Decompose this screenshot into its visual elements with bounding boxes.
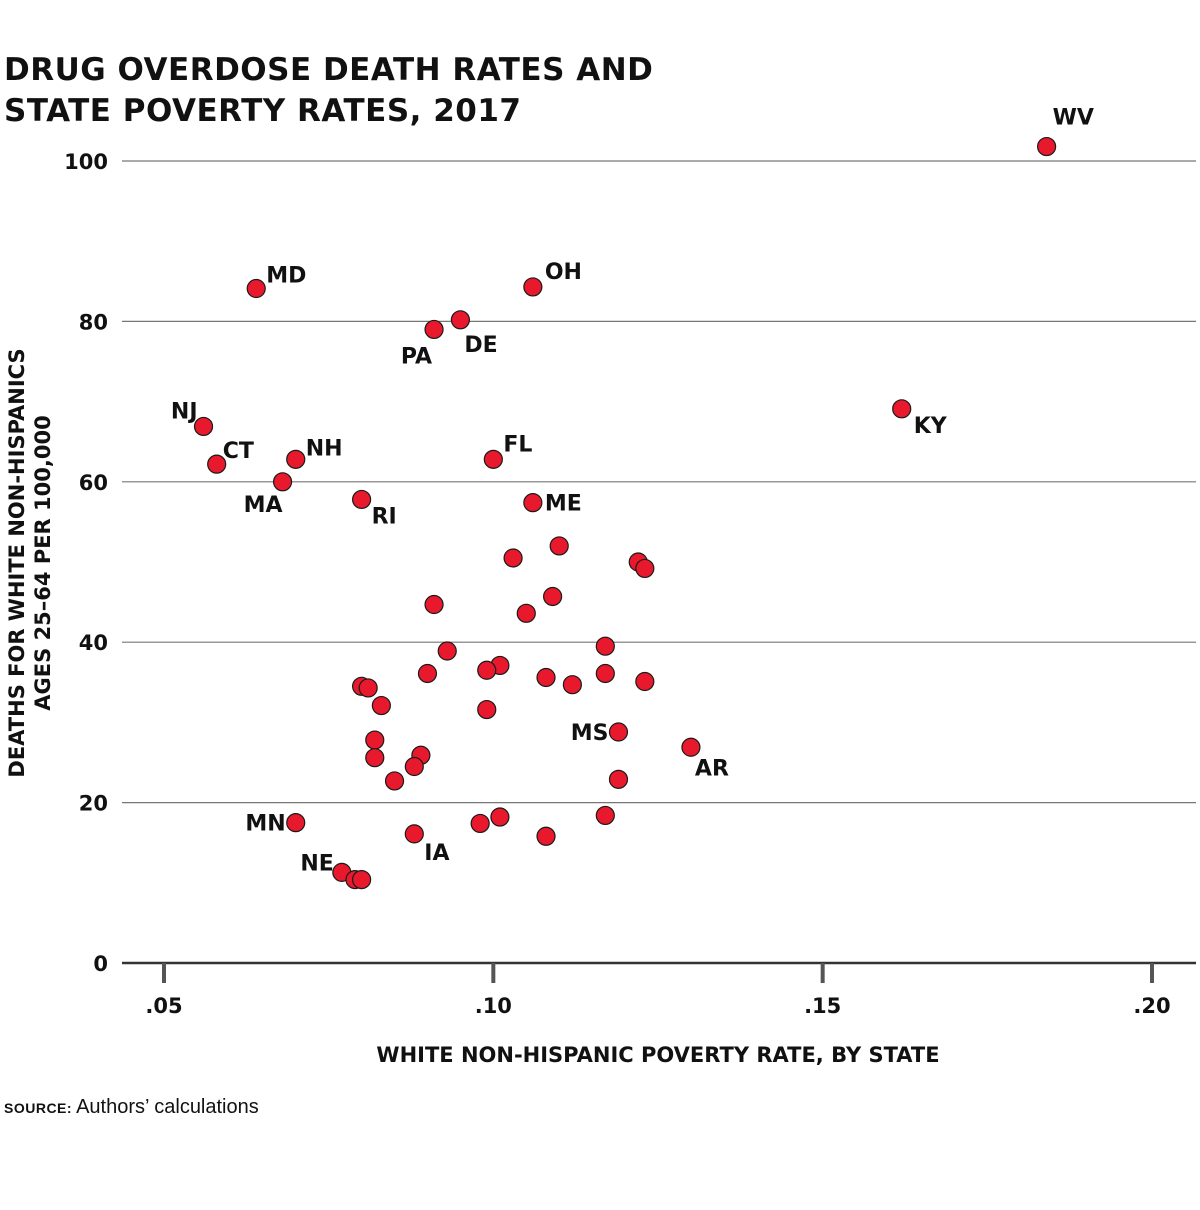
data-point bbox=[207, 454, 227, 474]
data-point bbox=[549, 536, 569, 556]
data-points bbox=[193, 136, 1057, 890]
y-tick-label: 40 bbox=[79, 631, 108, 655]
data-point bbox=[417, 663, 438, 684]
point-label: CT bbox=[223, 439, 254, 464]
source-note: SOURCE: Authors’ calculations bbox=[4, 1096, 259, 1119]
point-label: NE bbox=[300, 851, 333, 876]
point-label: NH bbox=[306, 436, 343, 461]
data-point bbox=[404, 756, 424, 777]
data-point bbox=[365, 748, 385, 768]
data-point bbox=[358, 678, 378, 698]
point-label: MD bbox=[266, 264, 306, 289]
point-label: AR bbox=[695, 756, 729, 781]
data-point bbox=[536, 667, 556, 688]
data-point bbox=[635, 558, 655, 579]
data-point bbox=[608, 722, 629, 742]
data-point bbox=[352, 489, 372, 510]
y-tick-label: 80 bbox=[79, 310, 108, 334]
x-tick-label: .15 bbox=[804, 994, 841, 1018]
point-label: WV bbox=[1053, 106, 1094, 131]
data-point bbox=[503, 548, 523, 568]
point-label: PA bbox=[401, 344, 432, 369]
data-point bbox=[404, 824, 424, 844]
point-label: ME bbox=[545, 492, 582, 517]
data-point bbox=[286, 813, 306, 833]
data-point bbox=[352, 869, 372, 890]
data-point bbox=[543, 586, 563, 607]
data-point bbox=[681, 737, 701, 757]
data-point bbox=[483, 449, 503, 469]
point-label: DE bbox=[464, 333, 497, 358]
data-point bbox=[477, 660, 497, 680]
point-label: MN bbox=[245, 812, 285, 837]
data-point bbox=[562, 675, 582, 695]
source-label: SOURCE: bbox=[4, 1100, 73, 1116]
point-label: OH bbox=[545, 260, 582, 285]
x-tick-label: .20 bbox=[1133, 994, 1170, 1018]
axes: 0 20 40 60 80 100 .05 .10 .15 .20 bbox=[64, 150, 1196, 1018]
data-point bbox=[536, 826, 556, 846]
data-point bbox=[635, 671, 655, 692]
point-label: FL bbox=[503, 432, 532, 457]
data-point bbox=[1037, 136, 1057, 157]
data-point bbox=[523, 277, 543, 297]
grid-lines bbox=[122, 160, 1196, 804]
y-tick-label: 0 bbox=[93, 952, 108, 976]
y-tick-label: 60 bbox=[79, 471, 108, 495]
data-point bbox=[424, 594, 444, 615]
data-point bbox=[523, 493, 543, 513]
point-label: IA bbox=[424, 841, 449, 866]
y-tick-label: 100 bbox=[64, 150, 108, 174]
data-point bbox=[595, 805, 615, 826]
data-point bbox=[246, 278, 266, 299]
data-point bbox=[286, 449, 306, 469]
chart-title-line-1: DRUG OVERDOSE DEATH RATES AND bbox=[4, 52, 654, 88]
data-point bbox=[437, 641, 457, 661]
data-point bbox=[193, 416, 214, 437]
data-point bbox=[892, 399, 912, 419]
point-label: RI bbox=[372, 504, 397, 529]
data-point bbox=[477, 699, 497, 720]
data-point bbox=[595, 636, 615, 656]
data-point bbox=[272, 472, 293, 492]
chart-title-line-2: STATE POVERTY RATES, 2017 bbox=[4, 93, 522, 129]
y-axis-title-line-1: DEATHS FOR WHITE NON-HISPANICS bbox=[5, 348, 29, 777]
data-point bbox=[371, 695, 391, 716]
data-point bbox=[595, 663, 615, 684]
y-tick-label: 20 bbox=[79, 792, 108, 816]
y-axis-title-line-2: AGES 25–64 PER 100,000 bbox=[31, 415, 55, 710]
x-tick-label: .05 bbox=[145, 994, 182, 1018]
point-label: NJ bbox=[171, 399, 198, 424]
data-point bbox=[365, 730, 385, 750]
x-tick-label: .10 bbox=[475, 994, 512, 1018]
data-point bbox=[470, 813, 490, 834]
data-point bbox=[516, 603, 536, 623]
chart-title: DRUG OVERDOSE DEATH RATES AND STATE POVE… bbox=[4, 50, 653, 132]
source-text: Authors’ calculations bbox=[76, 1096, 259, 1118]
x-axis-title: WHITE NON-HISPANIC POVERTY RATE, BY STAT… bbox=[376, 1043, 939, 1067]
point-labels: WV MD OH PA DE NJ CT NH MA RI FL ME KY MS AR MN NE IA bbox=[171, 106, 1094, 877]
data-point bbox=[384, 771, 405, 791]
scatter-chart: 0 20 40 60 80 100 .05 .10 .15 .20 WV MD OH PA DE NJ CT N… bbox=[5, 106, 1196, 1067]
data-point bbox=[608, 769, 629, 789]
point-label: MS bbox=[571, 721, 609, 746]
data-point bbox=[490, 807, 510, 827]
point-label: KY bbox=[914, 414, 948, 439]
data-point bbox=[450, 310, 470, 330]
point-label: MA bbox=[244, 493, 283, 518]
data-point bbox=[424, 319, 444, 340]
